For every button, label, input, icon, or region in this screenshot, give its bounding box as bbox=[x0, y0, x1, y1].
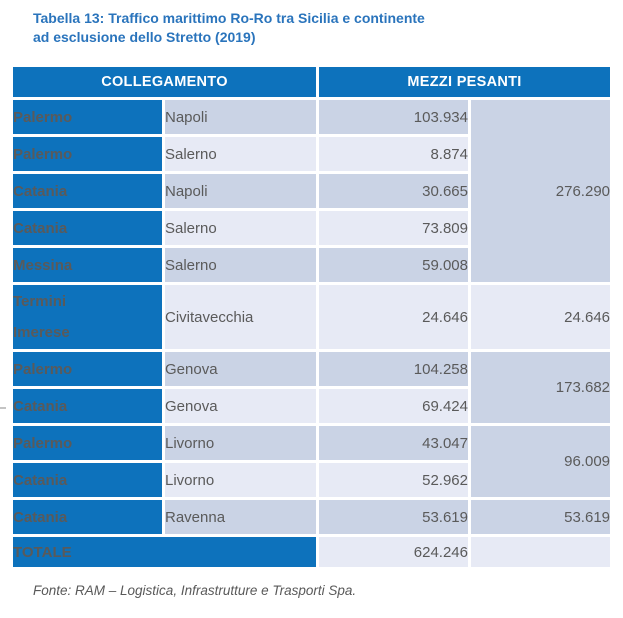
destination-cell: Salerno bbox=[165, 211, 316, 245]
origin-cell: Palermo bbox=[13, 426, 162, 460]
total-row: TOTALE 624.246 bbox=[13, 537, 611, 567]
origin-cell: Catania bbox=[13, 389, 162, 423]
destination-cell: Genova bbox=[165, 352, 316, 386]
group-total-cell: 276.290 bbox=[471, 100, 611, 282]
group-total-cell: 96.009 bbox=[471, 426, 611, 497]
group-total-cell: 173.682 bbox=[471, 352, 611, 423]
destination-cell: Ravenna bbox=[165, 500, 316, 534]
value-cell: 103.934 bbox=[319, 100, 468, 134]
destination-cell: Napoli bbox=[165, 100, 316, 134]
table-row: Palermo Napoli 103.934 276.290 bbox=[13, 100, 611, 282]
value-cell: 104.258 bbox=[319, 352, 468, 386]
origin-cell: Palermo bbox=[13, 100, 162, 134]
column-header-mezzi-pesanti: MEZZI PESANTI bbox=[319, 67, 611, 97]
destination-cell: Livorno bbox=[165, 426, 316, 460]
destination-cell: Salerno bbox=[165, 248, 316, 282]
destination-cell: Civitavecchia bbox=[165, 285, 316, 349]
page-edge-artifact bbox=[0, 407, 6, 409]
table-row: Catania Napoli 30.665 bbox=[13, 174, 610, 208]
roro-traffic-table: COLLEGAMENTO MEZZI PESANTI Palermo Napol… bbox=[10, 64, 613, 570]
origin-cell: Messina bbox=[13, 248, 162, 282]
table-row: Messina Salerno 59.008 bbox=[13, 248, 610, 282]
header-row: COLLEGAMENTO MEZZI PESANTI bbox=[13, 67, 611, 97]
value-cell: 69.424 bbox=[319, 389, 468, 423]
total-value-cell: 624.246 bbox=[319, 537, 468, 567]
origin-cell: Catania bbox=[13, 500, 162, 534]
value-cell: 24.646 bbox=[319, 285, 468, 349]
table-caption: Tabella 13: Traffico marittimo Ro-Ro tra… bbox=[33, 9, 553, 47]
table-caption-line1: Tabella 13: Traffico marittimo Ro-Ro tra… bbox=[33, 10, 425, 26]
table-row: Palermo Genova 104.258 173.682 bbox=[13, 352, 611, 423]
destination-cell: Livorno bbox=[165, 463, 316, 497]
table-row: Catania Ravenna 53.619 53.619 bbox=[13, 500, 611, 534]
origin-cell: Termini Imerese bbox=[13, 285, 162, 349]
value-cell: 59.008 bbox=[319, 248, 468, 282]
value-cell: 8.874 bbox=[319, 137, 468, 171]
value-cell: 30.665 bbox=[319, 174, 468, 208]
origin-cell: Palermo bbox=[13, 137, 162, 171]
value-cell: 53.619 bbox=[319, 500, 468, 534]
origin-cell: Catania bbox=[13, 211, 162, 245]
group-total-cell: 24.646 bbox=[471, 285, 611, 349]
table-row: Catania Genova 69.424 bbox=[13, 389, 610, 423]
origin-cell: Catania bbox=[13, 463, 162, 497]
table-row: Palermo Salerno 8.874 bbox=[13, 137, 610, 171]
destination-cell: Genova bbox=[165, 389, 316, 423]
destination-cell: Salerno bbox=[165, 137, 316, 171]
origin-cell: Catania bbox=[13, 174, 162, 208]
group-total-cell: 53.619 bbox=[471, 500, 611, 534]
empty-cell bbox=[471, 537, 611, 567]
table-caption-line2: ad esclusione dello Stretto (2019) bbox=[33, 29, 256, 45]
origin-cell: Palermo bbox=[13, 352, 162, 386]
origin-label: Termini Imerese bbox=[13, 293, 70, 341]
table-row: Catania Salerno 73.809 bbox=[13, 211, 610, 245]
table-row: Catania Livorno 52.962 bbox=[13, 463, 610, 497]
value-cell: 73.809 bbox=[319, 211, 468, 245]
table-row: Palermo Livorno 43.047 96.009 bbox=[13, 426, 611, 497]
source-note: Fonte: RAM – Logistica, Infrastrutture e… bbox=[33, 583, 357, 598]
value-cell: 52.962 bbox=[319, 463, 468, 497]
value-cell: 43.047 bbox=[319, 426, 468, 460]
column-header-collegamento: COLLEGAMENTO bbox=[13, 67, 316, 97]
total-label-cell: TOTALE bbox=[13, 537, 316, 567]
table-row: Termini Imerese Civitavecchia 24.646 24.… bbox=[13, 285, 611, 349]
destination-cell: Napoli bbox=[165, 174, 316, 208]
